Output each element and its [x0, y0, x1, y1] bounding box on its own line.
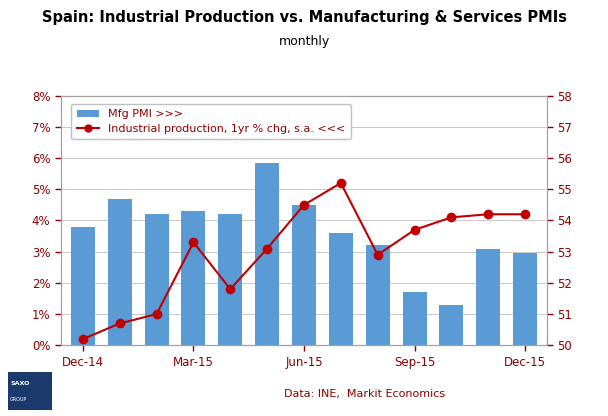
Bar — [440, 305, 463, 345]
Text: TradingFloor·com: TradingFloor·com — [58, 386, 161, 396]
Bar — [181, 211, 206, 345]
Bar — [292, 205, 316, 345]
Bar — [108, 198, 132, 345]
Bar — [255, 163, 279, 345]
Bar — [402, 292, 427, 345]
Text: SAXO: SAXO — [10, 381, 29, 386]
Text: Data: INE,  Markit Economics: Data: INE, Markit Economics — [284, 389, 446, 399]
Bar — [366, 245, 390, 345]
Text: GROUP: GROUP — [10, 397, 27, 402]
Bar — [513, 253, 537, 345]
Bar — [71, 227, 95, 345]
Bar — [218, 214, 242, 345]
FancyBboxPatch shape — [8, 372, 52, 410]
Bar — [329, 233, 353, 345]
Text: Spain: Industrial Production vs. Manufacturing & Services PMIs: Spain: Industrial Production vs. Manufac… — [41, 10, 567, 25]
Text: monthly: monthly — [278, 35, 330, 48]
Legend: Mfg PMI >>>, Industrial production, 1yr % chg, s.a. <<<: Mfg PMI >>>, Industrial production, 1yr … — [71, 104, 351, 139]
Bar — [145, 214, 168, 345]
Bar — [476, 248, 500, 345]
